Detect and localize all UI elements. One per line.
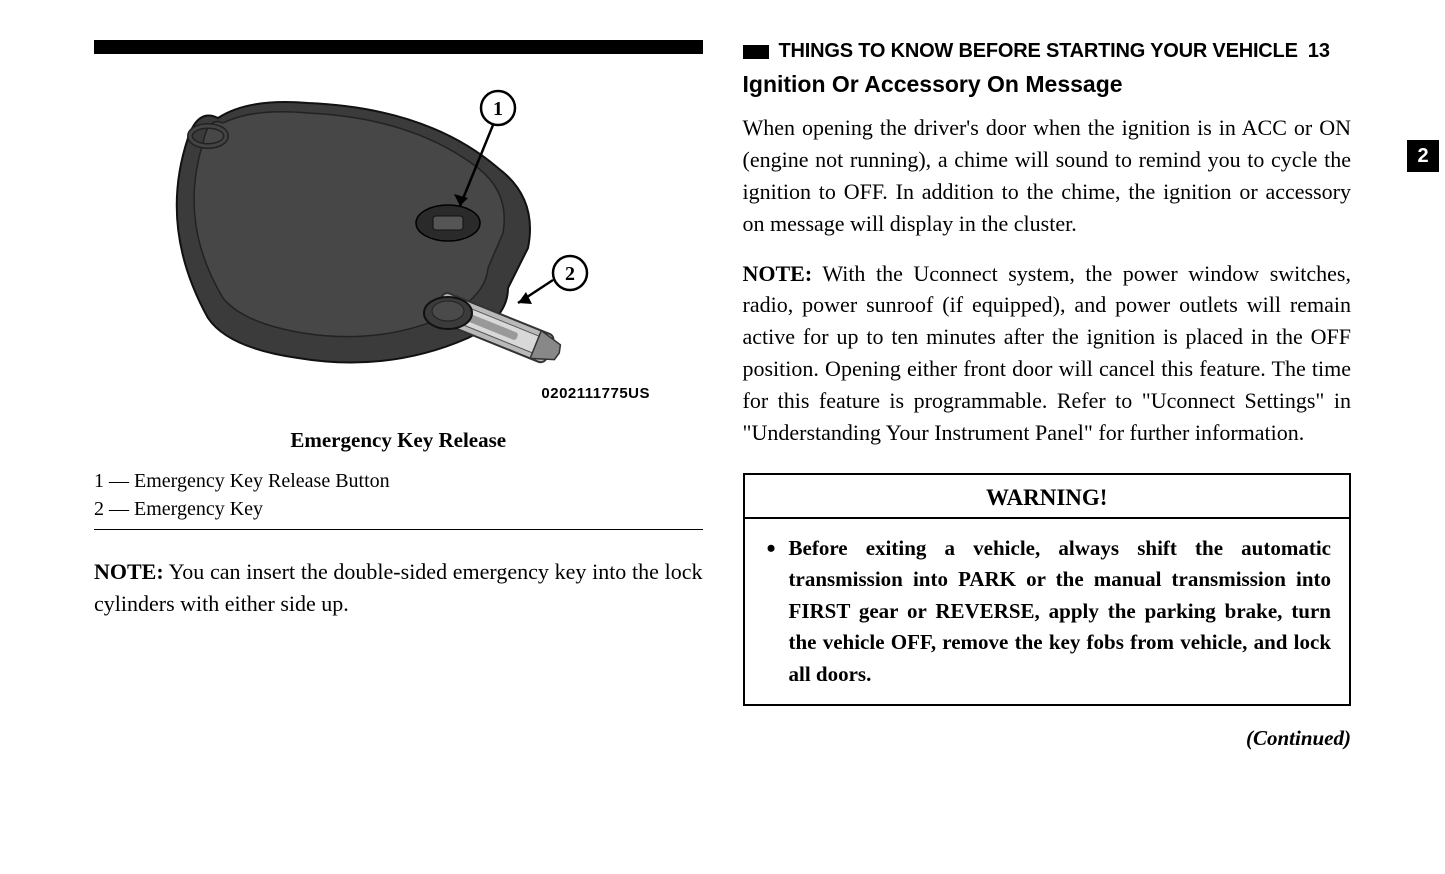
note-label: NOTE: [94,559,164,584]
diagram-code: 0202111775US [542,385,651,402]
warning-title: WARNING! [745,475,1350,519]
subheading: Ignition Or Accessory On Message [743,71,1352,98]
para-1: When opening the driver's door when the … [743,112,1352,240]
legend-line-1: 1 — Emergency Key Release Button [94,467,703,495]
legend-line-2: 2 — Emergency Key [94,495,703,523]
para-2-text: With the Uconnect system, the power wind… [743,261,1352,445]
figure-wrap: 1 2 0202111775US Emergency Key Release [94,78,703,467]
right-column: THINGS TO KNOW BEFORE STARTING YOUR VEHI… [743,40,1386,834]
figure-caption: Emergency Key Release [290,428,506,453]
callout-1-label: 1 [493,98,503,120]
page-number: 13 [1308,40,1330,63]
header-bar-left [94,40,703,54]
header-bar-stub [743,45,769,59]
left-note: NOTE: You can insert the double-sided em… [94,556,703,620]
callout-2-label: 2 [565,263,575,285]
chapter-tab: 2 [1407,140,1439,172]
note-text: You can insert the double-sided emergenc… [94,559,703,616]
section-header: THINGS TO KNOW BEFORE STARTING YOUR VEHI… [779,40,1298,63]
key-fob-diagram: 1 2 0202111775US [138,78,658,418]
warning-item: Before exiting a vehicle, always shift t… [773,533,1332,691]
manual-page: 1 2 0202111775US Emergency Key Release 1… [60,40,1385,834]
warning-box: WARNING! Before exiting a vehicle, alway… [743,473,1352,707]
warning-body: Before exiting a vehicle, always shift t… [745,519,1350,705]
callout-2: 2 [518,256,587,304]
header-line: THINGS TO KNOW BEFORE STARTING YOUR VEHI… [743,40,1352,63]
para-2: NOTE: With the Uconnect system, the powe… [743,258,1352,449]
note-label-2: NOTE: [743,261,813,286]
figure-legend: 1 — Emergency Key Release Button 2 — Eme… [94,467,703,530]
continued-label: (Continued) [743,726,1352,751]
left-column: 1 2 0202111775US Emergency Key Release 1… [60,40,703,834]
